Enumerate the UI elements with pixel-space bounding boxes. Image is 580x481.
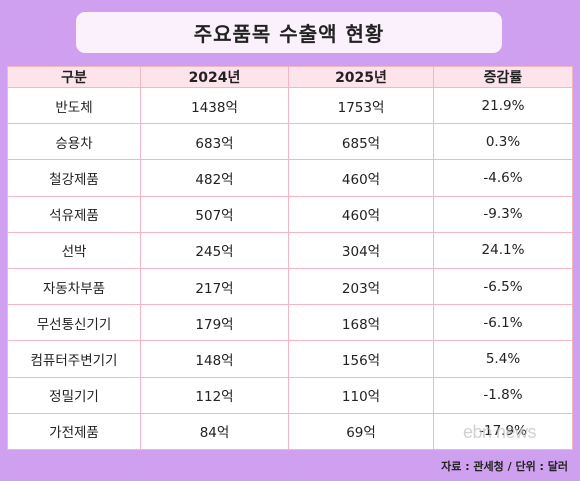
cell-category: 반도체 [7, 86, 141, 125]
cell-category: 자동차부품 [7, 267, 141, 306]
title-banner: 주요품목 수출액 현황 [76, 12, 502, 53]
header-change-rate: 증감률 [433, 66, 573, 88]
table-row: 가전제품 84억 69억 -17.9% [7, 412, 573, 451]
export-table-container: 구분 2024년 2025년 증감률 반도체 1438억 1753억 21.9% 승용차… [7, 66, 573, 451]
cell-change-rate: -6.1% [433, 304, 573, 342]
cell-2024: 683억 [140, 123, 289, 161]
header-2025: 2025년 [288, 66, 434, 88]
cell-2025: 203억 [288, 267, 434, 306]
cell-2025: 685억 [288, 123, 434, 161]
cell-2024: 1438억 [140, 86, 289, 125]
cell-2024: 482억 [140, 159, 289, 197]
cell-category: 석유제품 [7, 195, 141, 233]
page-title: 주요품목 수출액 현황 [193, 22, 385, 46]
header-2024: 2024년 [140, 66, 289, 88]
cell-2024: 148억 [140, 340, 289, 378]
cell-category: 승용차 [7, 123, 141, 161]
export-table: 구분 2024년 2025년 증감률 반도체 1438억 1753억 21.9% 승용차… [7, 66, 573, 451]
cell-2025: 460억 [288, 195, 434, 233]
cell-2024: 507억 [140, 195, 289, 233]
cell-change-rate: -9.3% [433, 195, 573, 233]
cell-2025: 168억 [288, 304, 434, 342]
cell-category: 선박 [7, 231, 141, 269]
cell-2025: 69억 [288, 412, 434, 451]
cell-2024: 245억 [140, 231, 289, 269]
cell-2024: 179억 [140, 304, 289, 342]
table-row: 석유제품 507억 460억 -9.3% [7, 195, 573, 233]
cell-change-rate: 24.1% [433, 231, 573, 269]
cell-category: 가전제품 [7, 412, 141, 451]
table-header-row: 구분 2024년 2025년 증감률 [7, 66, 573, 88]
cell-change-rate: -1.8% [433, 376, 573, 414]
cell-2025: 1753억 [288, 86, 434, 125]
cell-change-rate: -4.6% [433, 159, 573, 197]
table-row: 자동차부품 217억 203억 -6.5% [7, 267, 573, 306]
cell-2025: 156억 [288, 340, 434, 378]
cell-category: 철강제품 [7, 159, 141, 197]
table-body: 반도체 1438억 1753억 21.9% 승용차 683억 685억 0.3% 철강제품 482… [7, 86, 573, 451]
cell-2025: 110억 [288, 376, 434, 414]
cell-change-rate: -6.5% [433, 267, 573, 306]
table-row: 정밀기기 112억 110억 -1.8% [7, 376, 573, 414]
cell-change-rate: 0.3% [433, 123, 573, 161]
source-note: 자료 : 관세청 / 단위 : 달러 [441, 460, 568, 473]
cell-2025: 304억 [288, 231, 434, 269]
table-row: 철강제품 482억 460억 -4.6% [7, 159, 573, 197]
table-row: 무선통신기기 179억 168억 -6.1% [7, 304, 573, 342]
table-row: 승용차 683억 685억 0.3% [7, 123, 573, 161]
table-row: 선박 245억 304억 24.1% [7, 231, 573, 269]
cell-2024: 84억 [140, 412, 289, 451]
watermark-logo: ebn news [463, 422, 537, 442]
cell-category: 컴퓨터주변기기 [7, 340, 141, 378]
cell-2025: 460억 [288, 159, 434, 197]
cell-change-rate: 21.9% [433, 86, 573, 125]
header-category: 구분 [7, 66, 141, 88]
cell-change-rate: 5.4% [433, 340, 573, 378]
cell-2024: 112억 [140, 376, 289, 414]
cell-category: 정밀기기 [7, 376, 141, 414]
cell-2024: 217억 [140, 267, 289, 306]
cell-change-rate: -17.9% [433, 412, 573, 451]
table-row: 반도체 1438억 1753억 21.9% [7, 86, 573, 125]
table-row: 컴퓨터주변기기 148억 156억 5.4% [7, 340, 573, 378]
cell-category: 무선통신기기 [7, 304, 141, 342]
